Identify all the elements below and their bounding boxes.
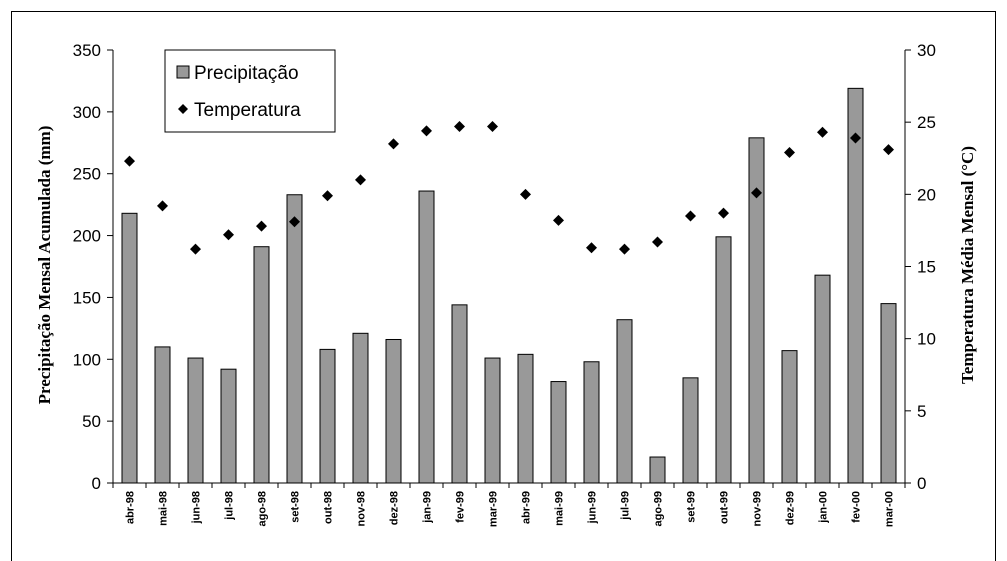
- temperatura-point: [421, 125, 432, 137]
- legend-box: [164, 49, 336, 133]
- x-category-label: out-99: [719, 491, 731, 524]
- y-axis-left-title: Precipitação Mensal Acumulada (mm): [35, 126, 54, 405]
- x-category-label: mar-00: [884, 491, 896, 527]
- y-right-tick-label: 25: [917, 113, 936, 132]
- x-category-label: abr-98: [125, 491, 137, 524]
- x-category-label: jul-99: [620, 491, 632, 521]
- x-category-label: abr-99: [521, 491, 533, 524]
- precipitacao-bar: [154, 346, 171, 484]
- x-category-label: mai-99: [554, 491, 566, 526]
- y-right-tick-label: 10: [917, 330, 936, 349]
- precipitacao-bar: [121, 212, 138, 484]
- temperatura-point: [751, 187, 762, 199]
- precipitacao-bar: [484, 357, 501, 484]
- x-category-label: ago-99: [653, 491, 665, 526]
- y-left-tick-label: 200: [73, 227, 101, 246]
- precipitacao-bar: [418, 190, 435, 484]
- precipitacao-bar: [682, 377, 699, 484]
- x-category-label: set-99: [686, 491, 698, 523]
- precipitacao-bar: [781, 350, 798, 484]
- y-axis-right-title: Temperatura Média Mensal (°C): [958, 146, 977, 384]
- precipitacao-bar: [583, 361, 600, 484]
- legend-temperatura-label: Temperatura: [194, 100, 301, 121]
- y-left-tick-label: 300: [73, 103, 101, 122]
- precipitacao-bar: [187, 357, 204, 484]
- x-category-label: mai-98: [158, 491, 170, 526]
- temperatura-point: [718, 207, 729, 219]
- y-right-tick-label: 0: [917, 474, 926, 493]
- temperatura-point: [586, 242, 597, 254]
- x-category-label: jan-99: [422, 491, 434, 524]
- legend-temperatura-marker: [178, 104, 188, 114]
- chart-frame: [11, 11, 996, 561]
- temperatura-point: [850, 132, 861, 144]
- precipitacao-bar: [253, 246, 270, 484]
- temperatura-point: [454, 120, 465, 132]
- temperatura-point: [190, 243, 201, 255]
- x-category-label: jun-99: [587, 491, 599, 524]
- legend-precipitacao-swatch: [176, 65, 190, 79]
- x-category-label: ago-98: [257, 491, 269, 526]
- y-right-tick-label: 5: [917, 402, 926, 421]
- precipitacao-bar: [319, 348, 336, 484]
- temperatura-point: [256, 220, 267, 232]
- temperatura-point: [520, 188, 531, 200]
- temperatura-point: [388, 138, 399, 150]
- temperatura-point: [553, 214, 564, 226]
- x-category-label: out-98: [323, 491, 335, 524]
- precipitacao-bar: [649, 456, 666, 484]
- temperatura-point: [157, 200, 168, 212]
- legend: Precipitação Temperatura: [164, 49, 336, 133]
- y-left-tick-label: 100: [73, 350, 101, 369]
- precipitacao-bar: [616, 319, 633, 484]
- x-category-label: nov-98: [356, 491, 368, 526]
- y-right-tick-label: 20: [917, 185, 936, 204]
- precipitacao-bar: [517, 353, 534, 484]
- x-category-label: fev-00: [851, 491, 863, 523]
- temperatura-point: [883, 144, 894, 156]
- x-category-label: dez-98: [389, 491, 401, 525]
- precipitacao-bar: [748, 137, 765, 484]
- temperatura-point: [124, 155, 135, 167]
- x-category-label: set-98: [290, 491, 302, 523]
- precipitacao-bar: [814, 274, 831, 484]
- y-left-tick-label: 350: [73, 41, 101, 60]
- precipitacao-bar: [352, 332, 369, 484]
- precipitacao-bar: [715, 236, 732, 484]
- x-category-label: jan-00: [818, 491, 830, 524]
- temperatura-point: [289, 216, 300, 228]
- temperatura-point: [487, 120, 498, 132]
- temperatura-point: [817, 126, 828, 138]
- y-left-tick-label: 250: [73, 165, 101, 184]
- x-category-label: fev-99: [455, 491, 467, 523]
- x-category-label: mar-99: [488, 491, 500, 527]
- precipitacao-bar: [550, 381, 567, 484]
- temperatura-point: [685, 210, 696, 222]
- y-right-tick-label: 30: [917, 41, 936, 60]
- temperatura-point: [652, 236, 663, 248]
- temperatura-point: [322, 190, 333, 202]
- y-left-tick-label: 150: [73, 288, 101, 307]
- precipitacao-bar: [385, 338, 402, 484]
- temperatura-point: [355, 174, 366, 186]
- plot-area: 0 50 100 150 200 250 300 350 0 5 10 15 20 25 30 abr-98 m…: [73, 41, 936, 527]
- temperatura-point: [619, 243, 630, 255]
- y-left-tick-label: 50: [82, 412, 101, 431]
- x-category-label: dez-99: [785, 491, 797, 525]
- precipitacao-bar: [847, 87, 864, 484]
- x-category-label: jul-98: [224, 491, 236, 521]
- precipitacao-bar: [880, 303, 897, 484]
- x-category-label: jun-98: [191, 491, 203, 524]
- precipitacao-bar: [220, 368, 237, 484]
- y-left-tick-label: 0: [92, 474, 101, 493]
- x-category-label: nov-99: [752, 491, 764, 526]
- precipitacao-bar: [451, 304, 468, 484]
- precipitacao-bar: [286, 194, 303, 484]
- temperatura-point: [223, 229, 234, 241]
- y-right-tick-label: 15: [917, 258, 936, 277]
- legend-precipitacao-label: Precipitação: [194, 63, 299, 84]
- temperatura-point: [784, 146, 795, 158]
